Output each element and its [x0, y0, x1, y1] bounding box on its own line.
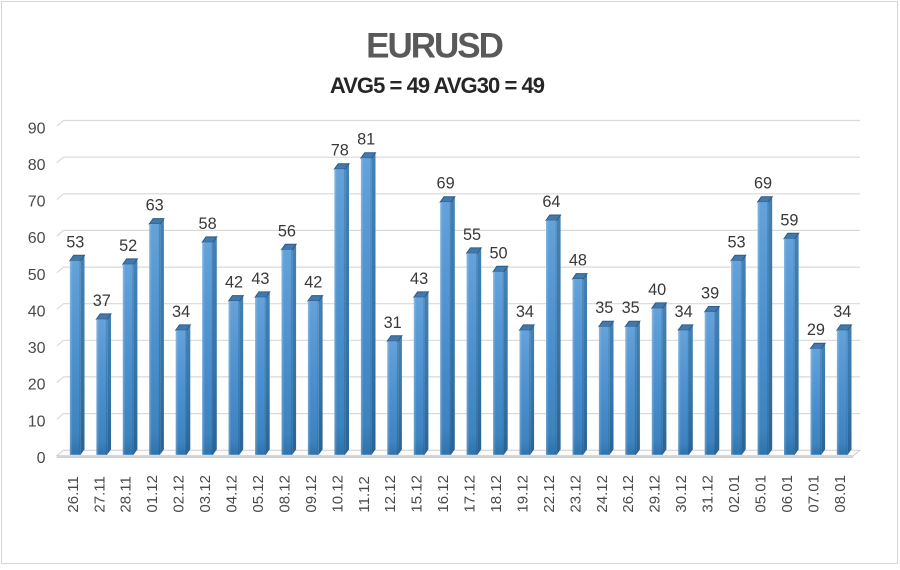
- svg-text:59: 59: [780, 211, 798, 229]
- svg-text:0: 0: [37, 450, 46, 467]
- svg-text:27.11: 27.11: [91, 476, 108, 512]
- svg-text:10: 10: [28, 413, 46, 430]
- svg-text:34: 34: [675, 303, 693, 321]
- svg-text:29.12: 29.12: [647, 475, 664, 513]
- svg-text:15.12: 15.12: [409, 475, 426, 513]
- svg-text:01.12: 01.12: [144, 475, 161, 513]
- svg-text:78: 78: [331, 142, 349, 160]
- svg-text:80: 80: [28, 157, 46, 174]
- svg-text:60: 60: [28, 230, 46, 247]
- svg-text:35: 35: [622, 299, 640, 317]
- svg-text:26.11: 26.11: [65, 476, 82, 512]
- svg-text:10.12: 10.12: [329, 475, 346, 513]
- svg-text:02.01: 02.01: [726, 475, 743, 513]
- svg-text:EURUSD: EURUSD: [366, 27, 503, 66]
- svg-text:31: 31: [384, 314, 402, 332]
- svg-text:40: 40: [28, 304, 46, 321]
- svg-text:52: 52: [119, 237, 137, 255]
- svg-text:AVG5 = 49 AVG30 = 49: AVG5 = 49 AVG30 = 49: [330, 73, 545, 98]
- svg-text:69: 69: [754, 175, 772, 193]
- svg-text:18.12: 18.12: [488, 475, 505, 513]
- svg-text:06.01: 06.01: [779, 475, 796, 513]
- svg-text:69: 69: [437, 175, 455, 193]
- svg-text:31.12: 31.12: [700, 475, 717, 513]
- svg-text:90: 90: [28, 120, 46, 137]
- svg-text:08.01: 08.01: [832, 475, 849, 513]
- svg-text:04.12: 04.12: [224, 475, 241, 513]
- svg-text:07.01: 07.01: [805, 475, 822, 513]
- svg-text:39: 39: [701, 285, 719, 303]
- svg-text:55: 55: [463, 226, 481, 244]
- svg-text:22.12: 22.12: [541, 475, 558, 513]
- svg-text:50: 50: [489, 244, 507, 262]
- svg-text:53: 53: [727, 233, 745, 251]
- svg-text:81: 81: [357, 131, 375, 149]
- svg-text:20: 20: [28, 377, 46, 394]
- svg-text:12.12: 12.12: [382, 475, 399, 513]
- svg-text:34: 34: [172, 303, 190, 321]
- svg-text:42: 42: [225, 274, 243, 292]
- svg-text:43: 43: [410, 270, 428, 288]
- svg-text:30.12: 30.12: [673, 475, 690, 513]
- svg-text:42: 42: [304, 274, 322, 292]
- svg-text:37: 37: [93, 292, 111, 310]
- svg-text:53: 53: [66, 233, 84, 251]
- svg-text:48: 48: [569, 252, 587, 270]
- svg-text:56: 56: [278, 222, 296, 240]
- svg-text:35: 35: [595, 299, 613, 317]
- svg-text:34: 34: [833, 303, 851, 321]
- svg-text:08.12: 08.12: [276, 475, 293, 513]
- svg-text:05.12: 05.12: [250, 475, 267, 513]
- svg-text:02.12: 02.12: [171, 475, 188, 513]
- svg-text:03.12: 03.12: [197, 475, 214, 513]
- svg-text:29: 29: [807, 321, 825, 339]
- svg-text:24.12: 24.12: [594, 475, 611, 513]
- svg-text:63: 63: [146, 197, 164, 215]
- svg-text:23.12: 23.12: [567, 475, 584, 513]
- svg-text:17.12: 17.12: [462, 475, 479, 513]
- svg-text:26.12: 26.12: [620, 475, 637, 513]
- svg-text:40: 40: [648, 281, 666, 299]
- svg-text:11.12: 11.12: [356, 476, 373, 512]
- svg-text:70: 70: [28, 194, 46, 211]
- svg-text:43: 43: [251, 270, 269, 288]
- svg-text:30: 30: [28, 340, 46, 357]
- svg-text:64: 64: [542, 193, 560, 211]
- svg-text:05.01: 05.01: [753, 475, 770, 513]
- svg-text:09.12: 09.12: [303, 475, 320, 513]
- svg-text:58: 58: [199, 215, 217, 233]
- svg-text:28.11: 28.11: [118, 476, 135, 512]
- svg-text:16.12: 16.12: [435, 475, 452, 513]
- svg-text:19.12: 19.12: [514, 475, 531, 513]
- svg-text:50: 50: [28, 267, 46, 284]
- svg-text:34: 34: [516, 303, 534, 321]
